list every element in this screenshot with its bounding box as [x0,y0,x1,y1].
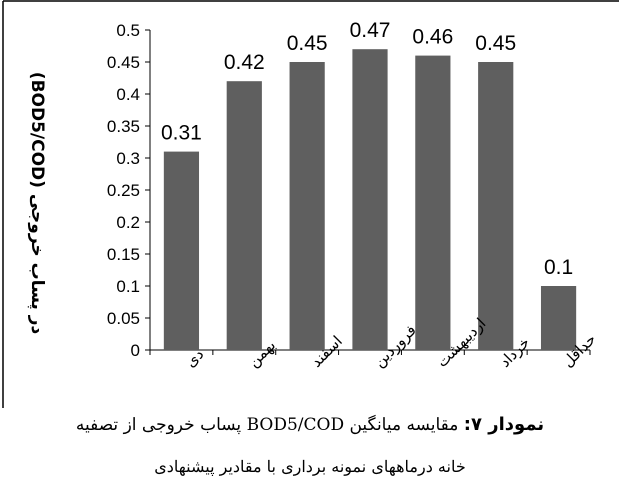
data-label: 0.42 [224,51,265,74]
y-tick-label: 0.5 [116,21,140,40]
y-tick-label: 0.15 [107,245,140,264]
y-tick-label: 0.35 [107,117,140,136]
y-tick-label: 0.25 [107,181,140,200]
bar [352,49,388,350]
y-tick-label: 0.3 [116,149,140,168]
data-label: 0.1 [544,256,573,279]
bar [478,62,514,350]
figure-caption-line-2: خانه درماههای نمونه برداری با مقادیر پیش… [154,457,466,476]
bar [415,55,451,350]
y-tick-label: 0.2 [116,213,140,232]
bar [163,151,200,350]
figure-caption-text-1: مقایسه میانگین BOD5/COD پساب خروجی از تص… [75,415,459,435]
chart-frame [2,0,619,408]
bars [163,49,577,350]
y-tick-label: 0.1 [116,277,140,296]
y-axis-ticks: 0 0.05 0.1 0.15 0.2 0.25 0.3 0.35 0.4 0.45 0.5 [107,21,150,360]
y-tick-label: 0 [131,341,140,360]
bar-chart: 0 0.05 0.1 0.15 0.2 0.25 0.3 0.35 0.4 0.45 0.5 0.3… [2,0,619,408]
data-label: 0.47 [350,19,391,42]
y-tick-label: 0.45 [107,53,140,72]
figure-number-label: نمودار ۷: [463,414,545,435]
bar [226,81,262,350]
y-tick-label: 0.05 [107,309,140,328]
bar [289,62,325,350]
data-labels: 0.31 0.42 0.45 0.47 0.46 0.45 0.1 [161,19,573,279]
bar [540,286,577,350]
y-axis-label: (BOD5/COD) در پساب خروجی [27,72,47,335]
figure-caption-line-1: نمودار ۷: مقایسه میانگین BOD5/COD پساب خ… [20,414,600,435]
y-tick-label: 0.4 [116,85,140,104]
data-label: 0.45 [475,32,516,55]
data-label: 0.45 [287,32,328,55]
data-label: 0.46 [412,26,453,49]
data-label: 0.31 [161,122,202,145]
